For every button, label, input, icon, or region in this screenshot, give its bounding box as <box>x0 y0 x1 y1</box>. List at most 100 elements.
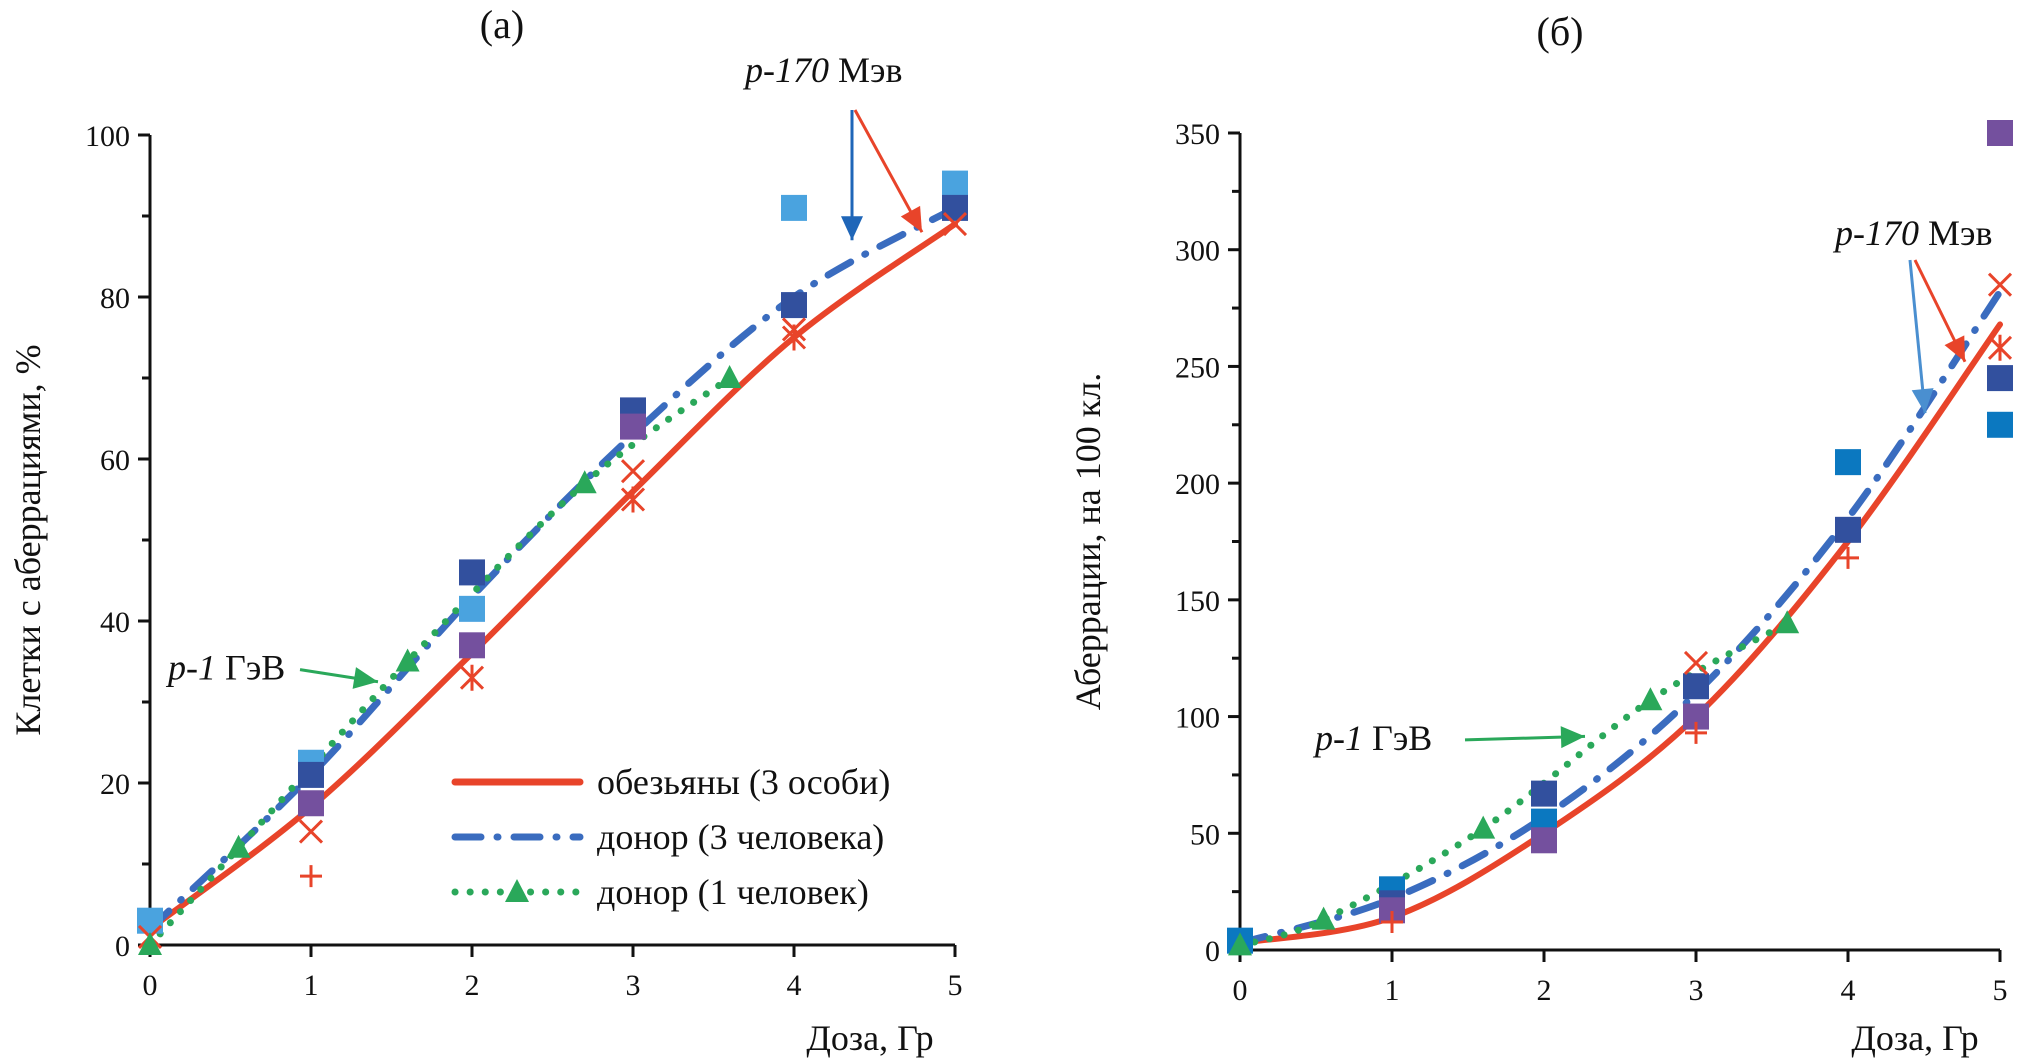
fit-line-donor-1 <box>146 374 734 949</box>
annotation-p1-gev: p-1 ГэВ <box>1312 718 1432 758</box>
annotation-italic: p-170 <box>1832 213 1919 253</box>
panel-b: (б) 0 50 100 150 200 250 300 350 0 1 2 3 4 5 Доза, Гр Аб… <box>1068 9 2013 1058</box>
x-axis-label: Доза, Гр <box>1851 1018 1978 1058</box>
y-tick-label: 50 <box>1190 818 1220 851</box>
annotation-p170-arrow-monkey-head <box>900 205 922 233</box>
data-point-square <box>1835 449 1861 476</box>
data-point-square <box>620 413 646 440</box>
data-point-square <box>1987 411 2013 438</box>
y-axis-label: Клетки с аберрациями, % <box>8 344 48 735</box>
x-tick-label: 0 <box>1233 974 1248 1007</box>
data-point-square <box>1531 827 1557 854</box>
data-point-triangle <box>395 648 420 672</box>
legend-label: донор (3 человека) <box>597 817 884 857</box>
x-tick-label: 1 <box>1385 974 1400 1007</box>
y-tick-label: 40 <box>100 606 130 639</box>
legend-item: донор (1 человек) <box>451 872 869 912</box>
data-point-square <box>1531 780 1557 807</box>
data-point-triangle <box>1638 687 1663 711</box>
annotation-p170-mev: p-170 Мэв <box>742 50 902 90</box>
fit-line-monkeys <box>147 221 958 932</box>
fit-line-donor-3 <box>146 204 959 933</box>
data-point-square <box>459 595 485 622</box>
x-tick-label: 4 <box>1841 974 1856 1007</box>
annotation-p170-arrow-monkey-head <box>1944 335 1965 362</box>
data-point-square <box>1987 365 2013 392</box>
data-point-x <box>1683 650 1709 675</box>
data-point-triangle <box>1228 932 1252 956</box>
data-point-square <box>459 559 485 586</box>
data-point-square <box>298 761 324 788</box>
data-point-plus <box>1837 546 1859 569</box>
x-tick-label: 2 <box>465 969 480 1002</box>
data-point-x <box>620 459 646 484</box>
data-point-asterisk <box>459 664 485 691</box>
y-tick-label: 60 <box>100 444 130 477</box>
data-point-asterisk <box>781 324 807 351</box>
data-point-asterisk <box>1987 334 2013 361</box>
data-point-triangle <box>572 470 597 494</box>
fit-line-monkeys <box>1237 321 2003 946</box>
data-point-plus <box>1381 910 1403 933</box>
annotation-p1-arrow-head <box>1560 726 1585 749</box>
data-point-x <box>298 819 324 844</box>
y-tick-label: 100 <box>1175 702 1220 735</box>
annotation-text: ГэВ <box>216 648 285 688</box>
panel-a: (a) 0 20 40 60 80 100 0 1 2 3 4 5 Доза, Гр Клетки с аб… <box>8 2 968 1058</box>
y-axis-label: Аберрации, на 100 кл. <box>1068 373 1108 710</box>
annotation-p170-arrow-donor-shaft <box>1908 259 1927 414</box>
annotation-p170-arrow-donor-head <box>841 216 863 241</box>
x-tick-label: 3 <box>626 969 641 1002</box>
annotation-p170-arrow-donor-head <box>1911 388 1934 414</box>
data-point-x <box>942 212 968 237</box>
y-tick-label: 80 <box>100 282 130 315</box>
x-tick-label: 4 <box>787 969 802 1002</box>
panel-title: (б) <box>1537 9 1584 54</box>
x-tick-label: 5 <box>948 969 963 1002</box>
legend-item: донор (3 человека) <box>451 817 884 857</box>
data-point-square <box>1683 673 1709 700</box>
legend-item: обезьяны (3 особи) <box>451 762 890 802</box>
y-tick-label: 350 <box>1175 118 1220 151</box>
annotation-p170-mev: p-170 Мэв <box>1832 213 1992 253</box>
data-point-triangle <box>138 932 162 955</box>
annotation-text: ГэВ <box>1363 718 1432 758</box>
data-point-square <box>459 632 485 659</box>
data-point-square <box>781 194 807 221</box>
data-point-triangle <box>226 834 251 858</box>
x-axis-label: Доза, Гр <box>806 1018 933 1058</box>
y-tick-label: 150 <box>1175 585 1220 618</box>
x-tick-label: 2 <box>1537 974 1552 1007</box>
annotation-p1-arrow-head <box>352 667 378 689</box>
data-point-square <box>1835 516 1861 543</box>
annotation-text: Мэв <box>1919 213 1992 253</box>
data-point-x <box>1987 272 2013 297</box>
data-point-triangle <box>1775 610 1800 634</box>
legend-label: обезьяны (3 особи) <box>597 762 890 802</box>
fit-line-donor-3 <box>1236 288 2004 947</box>
y-tick-label: 250 <box>1175 351 1220 384</box>
annotation-italic: p-170 <box>742 50 829 90</box>
legend-label: донор (1 человек) <box>597 872 869 912</box>
x-tick-label: 1 <box>304 969 319 1002</box>
y-tick-label: 200 <box>1175 468 1220 501</box>
y-tick-label: 0 <box>115 930 130 963</box>
y-tick-label: 300 <box>1175 235 1220 268</box>
x-tick-label: 0 <box>143 969 158 1002</box>
y-tick-label: 0 <box>1205 935 1220 968</box>
y-tick-label: 100 <box>85 120 130 153</box>
panel-title: (a) <box>480 2 524 47</box>
y-tick-label: 20 <box>100 768 130 801</box>
fit-line-donor-1 <box>1236 619 1791 949</box>
data-point-plus <box>1685 721 1707 744</box>
data-point-triangle <box>1311 906 1336 930</box>
data-point-square <box>1987 120 2013 146</box>
data-point-asterisk <box>620 486 646 513</box>
annotation-italic: p-1 <box>165 648 216 688</box>
annotation-text: Мэв <box>829 50 902 90</box>
x-tick-label: 5 <box>1993 974 2008 1007</box>
data-point-square <box>781 292 807 319</box>
annotation-p1-gev: p-1 ГэВ <box>165 648 285 688</box>
data-point-triangle <box>717 365 742 388</box>
